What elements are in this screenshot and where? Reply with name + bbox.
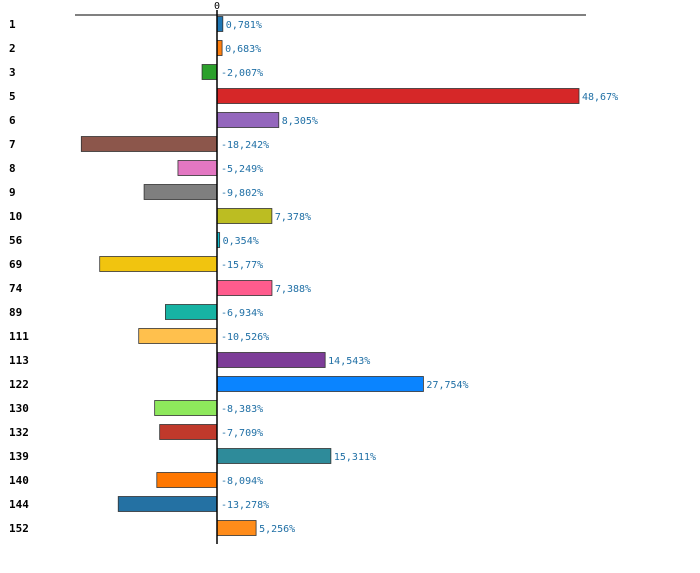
data-label: 7,388% <box>275 284 311 295</box>
bar <box>216 520 257 536</box>
category-label: 6 <box>9 114 16 127</box>
bar <box>80 136 218 152</box>
category-label: 10 <box>9 210 22 223</box>
category-label: 144 <box>9 498 29 511</box>
bar <box>143 184 218 200</box>
category-label: 140 <box>9 474 29 487</box>
bar <box>216 280 273 296</box>
bar <box>154 400 218 416</box>
category-label: 152 <box>9 522 29 535</box>
category-label: 111 <box>9 330 29 343</box>
category-label: 132 <box>9 426 29 439</box>
data-label: -15,77% <box>221 260 263 271</box>
data-label: 7,378% <box>275 212 311 223</box>
category-label: 2 <box>9 42 16 55</box>
category-label: 1 <box>9 18 16 31</box>
bar <box>99 256 218 272</box>
category-label: 69 <box>9 258 22 271</box>
zero-tick-label: 0 <box>214 1 220 12</box>
bar <box>117 496 218 512</box>
bar <box>216 448 332 464</box>
data-label: -7,709% <box>221 428 263 439</box>
data-label: 0,781% <box>226 20 262 31</box>
data-label: -13,278% <box>221 500 269 511</box>
data-label: 0,354% <box>223 236 259 247</box>
bar <box>216 352 326 368</box>
bar <box>156 472 218 488</box>
data-label: -5,249% <box>221 164 263 175</box>
data-label: 5,256% <box>259 524 295 535</box>
bar <box>216 208 273 224</box>
category-label: 122 <box>9 378 29 391</box>
bar <box>177 160 218 176</box>
bar <box>159 424 218 440</box>
category-label: 9 <box>9 186 16 199</box>
category-label: 139 <box>9 450 29 463</box>
category-label: 130 <box>9 402 29 415</box>
data-label: 8,305% <box>282 116 318 127</box>
bar <box>201 64 218 80</box>
data-label: -2,007% <box>221 68 263 79</box>
category-label: 8 <box>9 162 16 175</box>
data-label: -6,934% <box>221 308 263 319</box>
bar <box>216 88 580 104</box>
bar <box>138 328 218 344</box>
category-label: 56 <box>9 234 23 247</box>
category-label: 5 <box>9 90 16 103</box>
data-label: 14,543% <box>328 356 370 367</box>
bar <box>216 376 424 392</box>
bar <box>216 40 223 56</box>
data-label: 0,683% <box>225 44 261 55</box>
data-label: -18,242% <box>221 140 269 151</box>
data-label: -9,802% <box>221 188 263 199</box>
data-label: 27,754% <box>426 380 468 391</box>
category-label: 113 <box>9 354 29 367</box>
category-label: 74 <box>9 282 23 295</box>
category-label: 7 <box>9 138 16 151</box>
data-label: -10,526% <box>221 332 269 343</box>
bar <box>165 304 218 320</box>
category-label: 3 <box>9 66 16 79</box>
data-label: -8,094% <box>221 476 263 487</box>
bar-rows: 1 0,781% 2 0,683% 3 -2,007% 5 48,67% 6 8,305% 7 -18… <box>9 16 618 536</box>
data-label: 15,311% <box>334 452 376 463</box>
bar <box>216 16 224 32</box>
data-label: -8,383% <box>221 404 263 415</box>
category-label: 89 <box>9 306 22 319</box>
data-label: 48,67% <box>582 92 618 103</box>
bar <box>216 112 280 128</box>
